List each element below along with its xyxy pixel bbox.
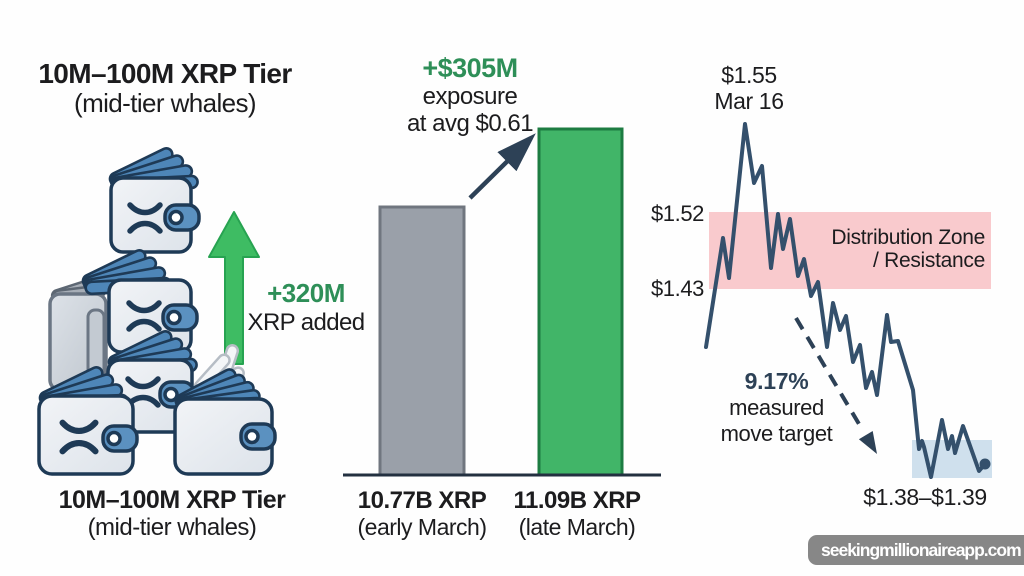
left-caption-line1: 10M–100M XRP Tier bbox=[58, 486, 286, 514]
xrp-added-label: XRP added bbox=[247, 308, 366, 336]
holdings-bar-chart bbox=[343, 127, 661, 477]
price-line-chart bbox=[704, 122, 992, 479]
left-panel-title: 10M–100M XRP Tier (mid-tier whales) bbox=[15, 58, 315, 118]
left-title-line2: (mid-tier whales) bbox=[74, 88, 257, 119]
peak-price: $1.55 bbox=[721, 62, 777, 88]
bar-late-value: 11.09B XRP bbox=[513, 487, 641, 514]
price-end-dot bbox=[979, 458, 991, 470]
zone-label-line1: Distribution Zone bbox=[831, 226, 985, 249]
bar-chart-annotation: +$305M exposure at avg $0.61 bbox=[370, 53, 570, 138]
exposure-label-line1: exposure bbox=[422, 83, 518, 111]
zone-label-line2: / Resistance bbox=[873, 249, 985, 273]
xrp-added-amount: +320M bbox=[267, 278, 345, 308]
left-annotation: +320M XRP added bbox=[236, 279, 376, 336]
watermark-badge: seekingmillionaireapp.com bbox=[808, 535, 1024, 565]
wallet-bottom-left bbox=[36, 363, 139, 476]
move-label-line3: move target bbox=[720, 421, 833, 447]
bar-early-period: (early March) bbox=[357, 514, 487, 541]
measured-move-label: 9.17% measured move target bbox=[694, 368, 859, 447]
wallet-stack-illustration bbox=[36, 144, 277, 476]
gray-wallet bbox=[48, 276, 108, 392]
move-label-line2: measured bbox=[729, 395, 824, 421]
bar-early-value: 10.77B XRP bbox=[357, 487, 487, 514]
left-panel-caption: 10M–100M XRP Tier (mid-tier whales) bbox=[12, 486, 332, 541]
level-upper-label: $1.52 bbox=[650, 201, 704, 226]
measured-move-arrowhead bbox=[858, 431, 877, 454]
left-caption-line2: (mid-tier whales) bbox=[87, 514, 257, 542]
move-percent: 9.17% bbox=[744, 368, 809, 394]
level-lower-label: $1.43 bbox=[650, 276, 704, 301]
left-title-line1: 10M–100M XRP Tier bbox=[38, 58, 292, 89]
distribution-zone-label: Distribution Zone / Resistance bbox=[784, 226, 985, 272]
exposure-label-line2: at avg $0.61 bbox=[406, 110, 534, 138]
bar-late-march bbox=[537, 127, 624, 477]
peak-annotation: $1.55 Mar 16 bbox=[689, 62, 809, 115]
price-line bbox=[704, 122, 987, 479]
watermark-text: seekingmillionaireapp.com bbox=[821, 540, 1022, 560]
exposure-amount: +$305M bbox=[422, 53, 518, 83]
bar-label-early: 10.77B XRP (early March) bbox=[342, 487, 502, 540]
increase-arrow bbox=[468, 133, 536, 200]
target-range-label: $1.38–$1.39 bbox=[863, 484, 987, 510]
distribution-zone-band bbox=[709, 212, 991, 289]
bar-early-march bbox=[378, 205, 466, 477]
wallet-top bbox=[106, 144, 201, 254]
peak-date: Mar 16 bbox=[714, 88, 784, 115]
bar-late-period: (late March) bbox=[518, 514, 636, 541]
bar-label-late: 11.09B XRP (late March) bbox=[497, 487, 657, 540]
wallet-bottom-right bbox=[172, 366, 277, 476]
